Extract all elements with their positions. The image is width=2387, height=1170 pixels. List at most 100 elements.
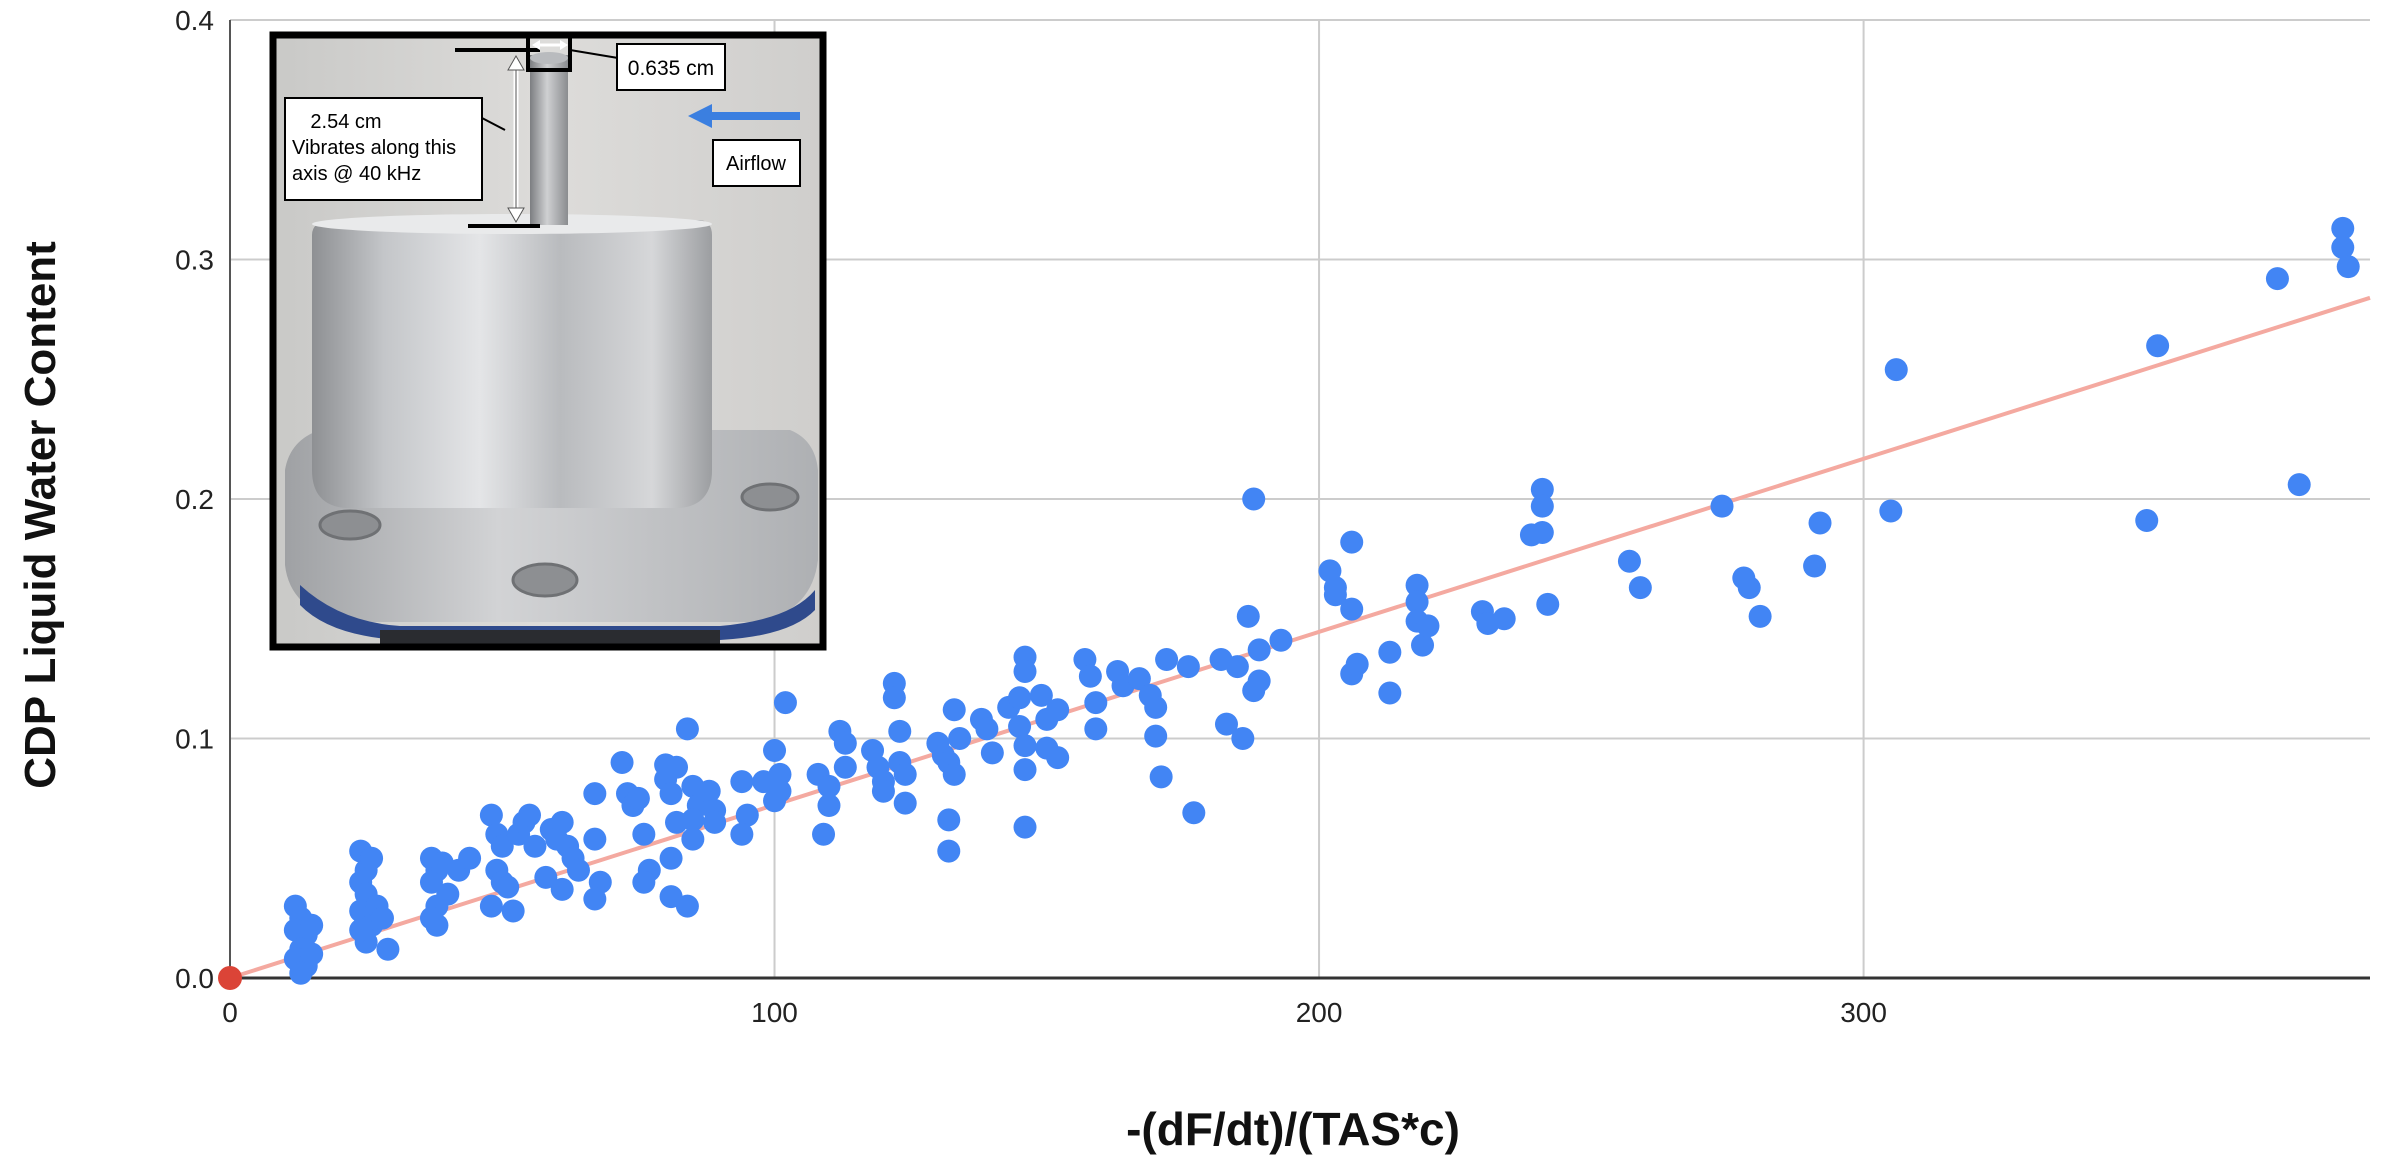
x-tick-label: 100	[751, 997, 798, 1028]
length-label-box	[284, 97, 483, 201]
data-point	[1008, 686, 1032, 710]
length-label-line1: 2.54 cm	[310, 111, 381, 133]
screw-hole-center	[511, 562, 579, 598]
data-point	[1013, 815, 1037, 839]
axes	[229, 20, 2370, 980]
data-point	[1236, 604, 1260, 628]
data-point	[490, 834, 514, 858]
data-points	[218, 216, 2360, 990]
sensor-base-cylinder	[380, 630, 720, 647]
data-point	[1405, 573, 1429, 597]
data-point	[937, 808, 961, 832]
data-point	[479, 803, 503, 827]
data-point	[370, 906, 394, 930]
airflow-label: Airflow	[726, 153, 787, 175]
data-point	[1530, 477, 1554, 501]
data-point	[1214, 712, 1238, 736]
data-point	[817, 774, 841, 798]
data-point	[2331, 236, 2355, 260]
x-tick-label: 0	[222, 997, 238, 1028]
airflow-arrow-icon	[688, 104, 800, 128]
data-point	[1231, 727, 1255, 750]
data-point	[1269, 628, 1293, 652]
data-point	[681, 808, 705, 832]
data-point	[2265, 267, 2289, 291]
data-point	[980, 741, 1004, 765]
y-axis-title: CDP Liquid Water Content	[16, 241, 65, 789]
diameter-label: 0.635 cm	[628, 57, 714, 80]
data-point	[1247, 669, 1271, 693]
data-point	[583, 782, 607, 806]
data-point	[550, 877, 574, 901]
length-label-line3: axis @ 40 kHz	[292, 163, 421, 185]
airflow-label-box	[712, 139, 801, 187]
data-point	[1378, 640, 1402, 664]
diameter-arrow-left-head	[532, 40, 540, 50]
data-point	[975, 717, 999, 741]
data-point	[893, 791, 917, 815]
data-point	[419, 870, 443, 894]
data-point	[436, 882, 460, 906]
data-point	[1405, 590, 1429, 614]
data-point	[1225, 655, 1249, 679]
data-point	[1808, 511, 1832, 535]
y-tick-label: 0.4	[175, 5, 214, 36]
sensor-photo-inset: 0.635 cm 2.54 cm Vibrates along this axi…	[269, 31, 827, 651]
sensor-probe-rod	[530, 55, 568, 225]
screw-hole-right	[740, 482, 800, 512]
data-point	[833, 755, 857, 779]
data-point	[812, 822, 836, 846]
data-point	[1340, 597, 1364, 621]
probe-tip	[530, 52, 568, 64]
data-point	[2146, 334, 2170, 358]
length-arrow-top-head	[507, 54, 525, 71]
y-tick-label: 0.2	[175, 484, 214, 515]
data-point	[1748, 604, 1772, 628]
data-point	[1013, 734, 1037, 758]
data-point	[948, 727, 972, 750]
data-point	[1144, 695, 1168, 719]
data-point	[1323, 583, 1347, 607]
data-point	[1242, 487, 1266, 511]
data-point	[632, 822, 656, 846]
data-point	[501, 899, 525, 923]
data-point	[1710, 494, 1734, 518]
data-point	[659, 782, 683, 806]
data-point	[1084, 717, 1108, 741]
data-point	[300, 913, 324, 937]
y-tick-label: 0.1	[175, 724, 214, 755]
data-point	[517, 803, 541, 827]
data-point	[1176, 655, 1200, 679]
data-point	[893, 762, 917, 786]
data-point	[583, 827, 607, 851]
data-point	[1530, 494, 1554, 518]
data-point	[942, 762, 966, 786]
data-point	[458, 846, 482, 870]
data-point	[425, 913, 449, 937]
data-point	[697, 779, 721, 803]
data-point	[523, 834, 547, 858]
data-point	[675, 894, 699, 918]
data-point	[1144, 724, 1168, 748]
data-point	[768, 762, 792, 786]
data-point	[583, 887, 607, 911]
data-point	[1536, 592, 1560, 616]
tick-labels: 0.0 0.1 0.2 0.3 0.4 0 100 200 300	[175, 5, 1887, 1028]
data-point	[1345, 652, 1369, 676]
diameter-label-box	[616, 43, 726, 91]
length-callout-line	[481, 117, 506, 131]
diameter-arrow-right-head	[560, 40, 568, 50]
diameter-callout-line	[569, 49, 619, 59]
y-tick-label: 0.3	[175, 245, 214, 276]
data-point	[610, 750, 634, 774]
data-point	[2287, 473, 2311, 497]
data-point	[1492, 607, 1516, 631]
data-point	[1084, 691, 1108, 715]
data-point	[376, 937, 400, 961]
data-point	[659, 846, 683, 870]
origin-point	[218, 966, 242, 990]
data-point	[888, 719, 912, 743]
data-point	[360, 846, 384, 870]
data-point	[566, 858, 590, 882]
